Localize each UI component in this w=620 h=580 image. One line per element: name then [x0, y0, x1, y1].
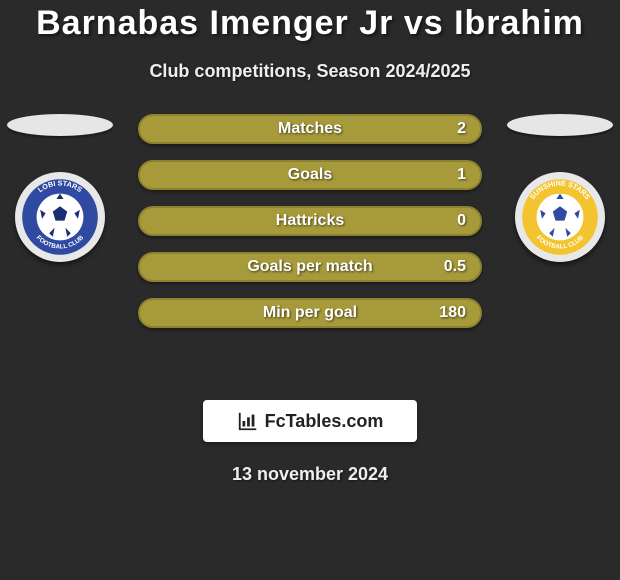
stat-label: Min per goal — [263, 304, 357, 322]
player-right-column: SUNSHINE STARSFOOTBALL CLUB — [500, 114, 620, 262]
club-badge-right: SUNSHINE STARSFOOTBALL CLUB — [515, 172, 605, 262]
chart-icon — [237, 410, 259, 432]
stat-label: Goals per match — [247, 258, 372, 276]
stat-label: Hattricks — [276, 212, 344, 230]
page-title: Barnabas Imenger Jr vs Ibrahim — [0, 0, 620, 43]
stat-label: Matches — [278, 120, 342, 138]
stat-bar: Matches 2 — [138, 114, 482, 144]
date-text: 13 november 2024 — [0, 464, 620, 485]
brand-text: FcTables.com — [265, 411, 384, 432]
stat-bar: Goals per match 0.5 — [138, 252, 482, 282]
season-subtitle: Club competitions, Season 2024/2025 — [0, 61, 620, 82]
stat-value: 0.5 — [444, 258, 466, 276]
player-right-name-plate — [507, 114, 613, 136]
player-left-name-plate — [7, 114, 113, 136]
comparison-content: LOBI STARSFOOTBALL CLUB SUNSHINE STARSFO… — [0, 114, 620, 374]
stat-value: 180 — [439, 304, 466, 322]
stat-bar: Min per goal 180 — [138, 298, 482, 328]
stat-value: 1 — [457, 166, 466, 184]
brand-logo[interactable]: FcTables.com — [203, 400, 417, 442]
stat-label: Goals — [288, 166, 332, 184]
player-left-column: LOBI STARSFOOTBALL CLUB — [0, 114, 120, 262]
stat-value: 0 — [457, 212, 466, 230]
stat-value: 2 — [457, 120, 466, 138]
stat-bar: Hattricks 0 — [138, 206, 482, 236]
stats-list: Matches 2 Goals 1 Hattricks 0 Goals per match 0… — [138, 114, 482, 328]
club-badge-left: LOBI STARSFOOTBALL CLUB — [15, 172, 105, 262]
stat-bar: Goals 1 — [138, 160, 482, 190]
